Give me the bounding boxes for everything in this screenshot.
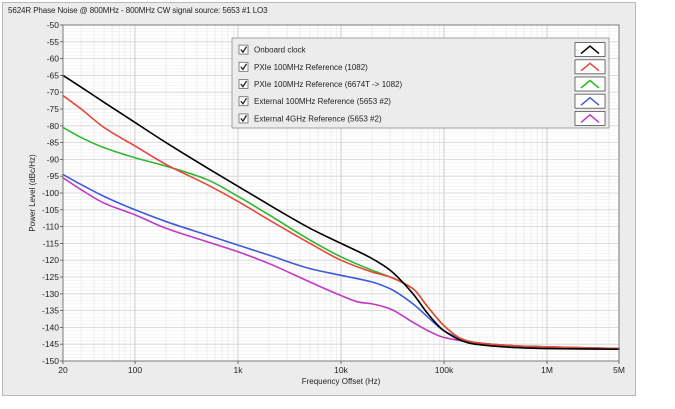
y-tick-label: -135 bbox=[42, 306, 59, 316]
legend-item[interactable]: Onboard clock bbox=[238, 42, 606, 57]
legend-line-icon bbox=[580, 79, 600, 89]
x-tick-label: 10k bbox=[334, 365, 348, 375]
y-tick-label: -85 bbox=[47, 138, 60, 148]
y-axis-label: Power Level (dBc/Hz) bbox=[28, 154, 37, 232]
y-tick-label: -130 bbox=[42, 289, 59, 299]
legend-label: External 100MHz Reference (5653 #2) bbox=[254, 97, 391, 106]
y-tick-label: -125 bbox=[42, 272, 59, 282]
chart-title: 5624R Phase Noise @ 800MHz - 800MHz CW s… bbox=[8, 6, 268, 15]
x-tick-label: 100 bbox=[128, 365, 142, 375]
legend-swatch bbox=[574, 59, 606, 75]
legend: Onboard clock PXIe 100MHz Reference (1082… bbox=[231, 37, 610, 129]
x-axis-ticks: 20 100 1k 10k 100k 1M 5M bbox=[58, 361, 625, 375]
legend-line-icon bbox=[580, 45, 600, 55]
x-tick-label: 5M bbox=[613, 365, 625, 375]
legend-label: External 4GHz Reference (5653 #2) bbox=[254, 114, 382, 123]
y-tick-label: -105 bbox=[42, 205, 59, 215]
series-line-2 bbox=[62, 94, 620, 350]
y-tick-label: -65 bbox=[47, 70, 60, 80]
legend-checkbox[interactable] bbox=[238, 96, 249, 107]
legend-swatch bbox=[574, 111, 606, 126]
checkmark-icon bbox=[240, 80, 248, 88]
legend-line-icon bbox=[580, 96, 600, 106]
checkmark-icon bbox=[240, 46, 248, 54]
x-tick-label: 1M bbox=[541, 365, 553, 375]
x-tick-label: 1k bbox=[234, 365, 244, 375]
x-tick-label: 20 bbox=[58, 365, 68, 375]
checkmark-icon bbox=[240, 115, 248, 123]
legend-item[interactable]: PXIe 100MHz Reference (1082) bbox=[238, 59, 606, 75]
y-tick-label: -75 bbox=[47, 104, 60, 114]
y-tick-label: -70 bbox=[47, 87, 60, 97]
legend-item[interactable]: External 100MHz Reference (5653 #2) bbox=[238, 93, 606, 109]
y-tick-label: -95 bbox=[47, 171, 60, 181]
legend-label: Onboard clock bbox=[254, 46, 307, 55]
legend-item[interactable]: PXIe 100MHz Reference (6674T -> 1082) bbox=[238, 76, 606, 92]
legend-checkbox[interactable] bbox=[238, 44, 249, 55]
y-tick-label: -90 bbox=[47, 154, 60, 164]
series-layer bbox=[62, 74, 620, 351]
y-tick-label: -140 bbox=[42, 322, 59, 332]
x-tick-label: 100k bbox=[435, 365, 454, 375]
y-tick-label: -80 bbox=[47, 121, 60, 131]
y-tick-label: -60 bbox=[47, 54, 60, 64]
legend-box bbox=[231, 37, 610, 129]
legend-checkbox[interactable] bbox=[238, 113, 249, 124]
y-tick-label: -100 bbox=[42, 188, 59, 198]
legend-checkbox[interactable] bbox=[238, 61, 249, 72]
legend-checkbox[interactable] bbox=[238, 79, 249, 89]
y-tick-label: -145 bbox=[42, 339, 59, 349]
y-tick-label: -115 bbox=[43, 238, 60, 248]
y-tick-label: -50 bbox=[47, 20, 60, 30]
legend-line-icon bbox=[580, 113, 600, 123]
y-tick-label: -110 bbox=[43, 222, 60, 232]
legend-label: PXIe 100MHz Reference (6674T -> 1082) bbox=[254, 80, 402, 89]
y-tick-label: -150 bbox=[42, 356, 59, 366]
series-line-1 bbox=[62, 74, 620, 351]
y-axis-ticks: -50 -55 -60 -65 -70 -75 -80 -85 -90 -95 -100 -105 -1… bbox=[42, 20, 63, 366]
legend-swatch bbox=[574, 76, 606, 92]
y-tick-label: -55 bbox=[47, 37, 60, 47]
x-axis-label: Frequency Offset (Hz) bbox=[302, 377, 381, 386]
legend-swatch bbox=[574, 93, 606, 109]
legend-swatch bbox=[574, 42, 606, 57]
legend-label: PXIe 100MHz Reference (1082) bbox=[254, 63, 368, 72]
checkmark-icon bbox=[240, 97, 248, 105]
y-tick-label: -120 bbox=[42, 255, 59, 265]
legend-line-icon bbox=[580, 62, 600, 72]
checkmark-icon bbox=[240, 63, 248, 71]
legend-item[interactable]: External 4GHz Reference (5653 #2) bbox=[238, 111, 606, 126]
